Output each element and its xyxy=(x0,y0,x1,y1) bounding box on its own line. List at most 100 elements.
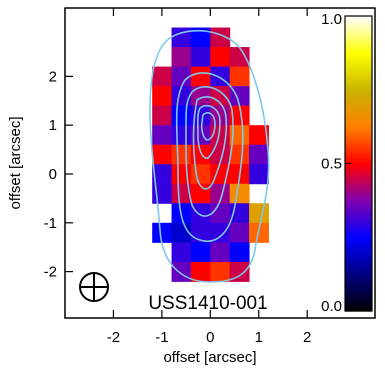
colorbar-swatch xyxy=(345,87,372,91)
colorbar-swatch xyxy=(345,89,372,93)
cell xyxy=(229,105,250,126)
cell xyxy=(229,183,250,204)
colorbar-swatch xyxy=(345,254,372,258)
colorbar-swatch xyxy=(345,207,372,211)
colorbar-swatch xyxy=(345,237,372,241)
cell xyxy=(229,66,250,87)
colorbar-swatch xyxy=(345,104,372,108)
colorbar-swatch xyxy=(345,47,372,52)
cell xyxy=(190,66,211,87)
colorbar-swatch xyxy=(345,227,372,231)
colorbar-swatch xyxy=(345,197,372,201)
cell xyxy=(152,66,173,87)
cell xyxy=(210,47,231,68)
colorbar-swatch xyxy=(345,148,372,152)
colorbar-swatch xyxy=(345,291,372,295)
colorbar-swatch xyxy=(345,20,372,24)
colorbar-swatch xyxy=(345,129,372,133)
plot-frame xyxy=(64,7,376,319)
colorbar-swatch xyxy=(345,170,372,174)
colorbar-swatch xyxy=(345,72,372,76)
cell xyxy=(171,242,192,263)
colorbar-swatch xyxy=(345,298,372,302)
colorbar-swatch xyxy=(345,55,372,59)
cell xyxy=(152,164,173,185)
colorbar-swatch xyxy=(345,151,372,155)
colorbar-swatch xyxy=(345,283,372,288)
y-tick-label: 2 xyxy=(49,68,57,85)
colorbar-swatch xyxy=(345,195,372,199)
colorbar-swatch xyxy=(345,188,372,192)
colorbar-swatch xyxy=(345,212,372,216)
colorbar-swatch xyxy=(345,77,372,81)
cell xyxy=(190,86,211,107)
colorbar-tick-label: 0.0 xyxy=(321,298,342,315)
cell xyxy=(171,27,192,48)
cell xyxy=(249,222,269,243)
cell xyxy=(190,164,211,185)
cell xyxy=(190,47,211,68)
cell xyxy=(210,86,231,107)
contour xyxy=(175,72,244,242)
colorbar-swatch xyxy=(345,102,372,106)
colorbar-swatch xyxy=(345,279,372,283)
beam xyxy=(79,272,109,302)
colorbar-swatch xyxy=(345,156,372,160)
colorbar-swatch xyxy=(345,60,372,64)
colorbar-swatch xyxy=(345,301,372,305)
cell xyxy=(229,125,250,146)
colorbar-swatch xyxy=(345,266,372,270)
contour xyxy=(185,86,234,217)
colorbar-swatch xyxy=(345,67,372,71)
colorbar-swatch xyxy=(345,259,372,263)
colorbar-swatch xyxy=(345,82,372,86)
colorbar-swatch xyxy=(345,281,372,285)
colorbar-swatch xyxy=(345,25,372,29)
colorbar-swatch xyxy=(345,306,372,310)
colorbar-swatch xyxy=(345,286,372,290)
contour xyxy=(200,112,216,141)
colorbar-swatch xyxy=(345,185,372,189)
colorbar-swatch xyxy=(345,131,372,135)
colorbar-swatch xyxy=(345,38,372,42)
cell xyxy=(152,86,173,107)
cell xyxy=(210,261,231,282)
colorbar-swatch xyxy=(345,224,372,229)
colorbar-swatch xyxy=(345,163,372,167)
colorbar-swatch xyxy=(345,217,372,221)
colorbar-swatch xyxy=(345,288,372,292)
colorbar-swatch xyxy=(345,119,372,123)
colorbar-swatch xyxy=(345,276,372,280)
colorbar-swatch xyxy=(345,234,372,238)
cell xyxy=(210,203,231,224)
cell xyxy=(190,203,211,224)
colorbar-swatch xyxy=(345,126,372,130)
colorbar-swatch xyxy=(345,264,372,268)
cell xyxy=(171,164,192,185)
x-tick-label: -2 xyxy=(107,329,120,346)
colorbar-swatch xyxy=(345,16,372,20)
y-tick-label: -2 xyxy=(44,264,57,281)
colorbar-swatch xyxy=(345,190,372,194)
contours xyxy=(149,29,270,283)
colorbar-swatch xyxy=(345,30,372,34)
colorbar-swatch xyxy=(345,45,372,49)
colorbar-swatch xyxy=(345,79,372,83)
colorbar-swatch xyxy=(345,296,372,300)
colorbar-tick-label: 1.0 xyxy=(321,11,342,28)
y-tick-label: 1 xyxy=(49,117,57,134)
colorbar-swatch xyxy=(345,222,372,226)
colorbar-swatch xyxy=(345,62,372,66)
colorbar-swatch xyxy=(345,161,372,165)
colorbar-swatch xyxy=(345,274,372,278)
cell xyxy=(229,222,250,243)
y-axis-label: offset [arcsec] xyxy=(7,116,24,209)
contour xyxy=(149,29,270,283)
cell xyxy=(190,242,211,263)
cell xyxy=(229,144,250,165)
colorbar-swatch xyxy=(345,242,372,246)
colorbar-swatch xyxy=(345,205,372,209)
colorbar-swatch xyxy=(345,293,372,297)
colorbar-swatch xyxy=(345,232,372,236)
